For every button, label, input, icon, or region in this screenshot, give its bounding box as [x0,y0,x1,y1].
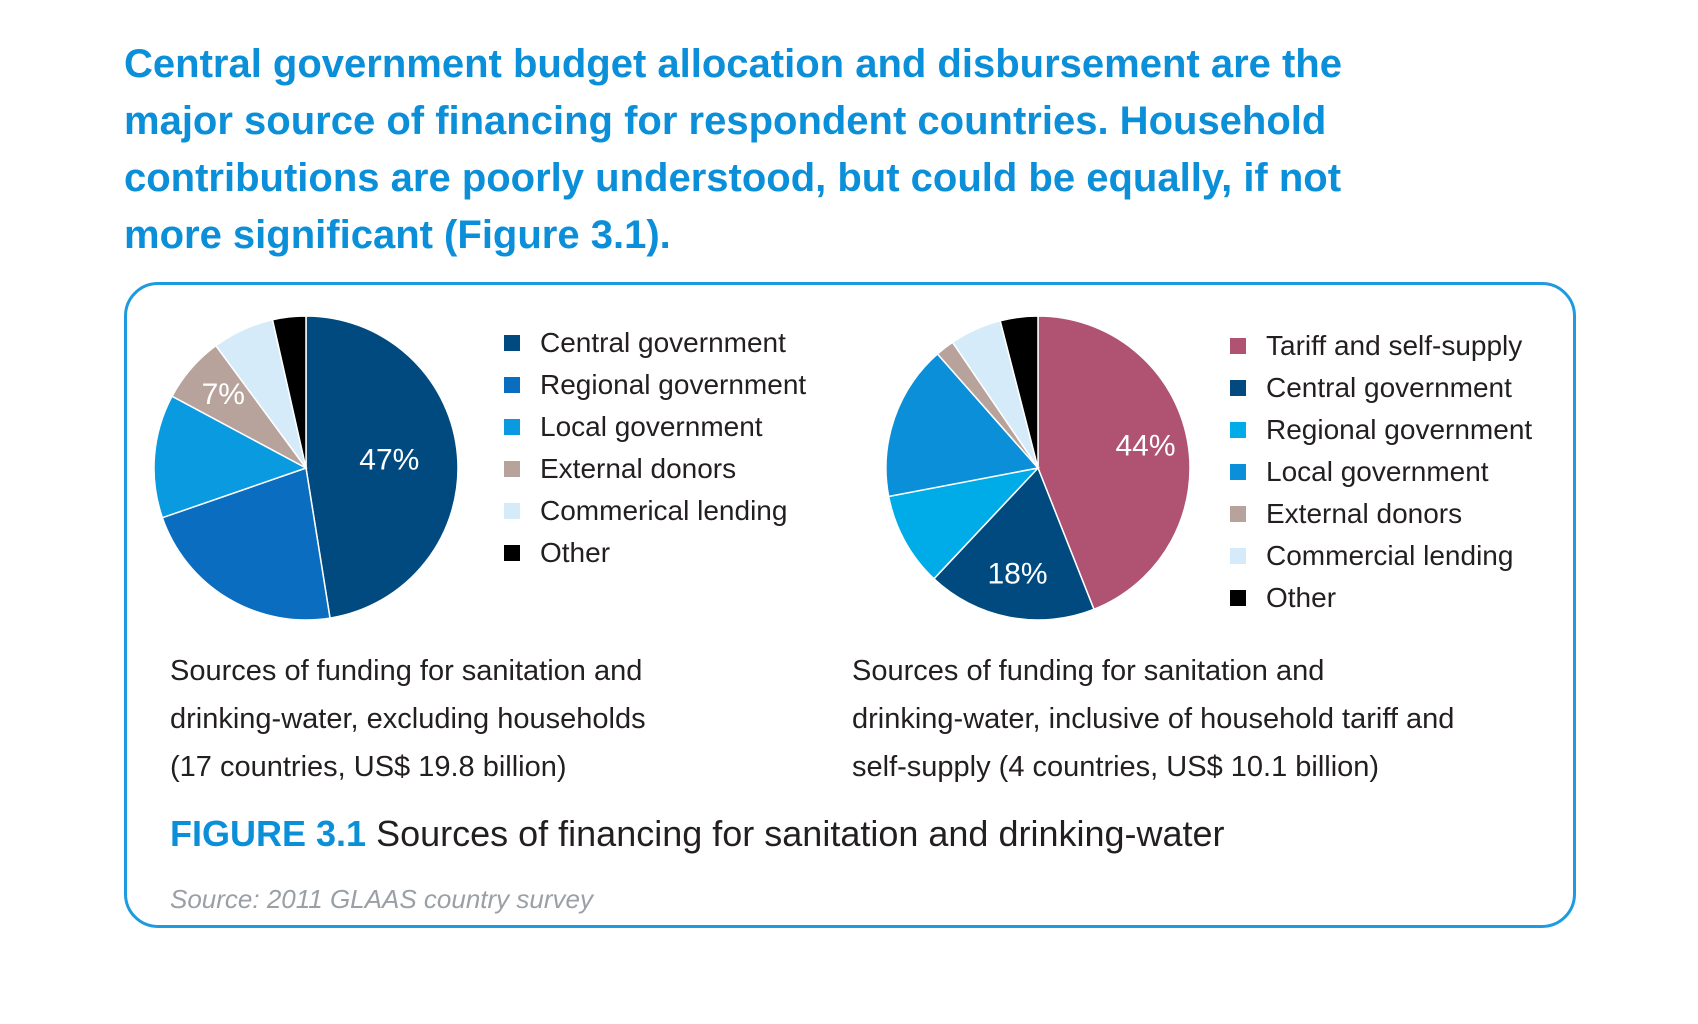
legend-label: Regional government [1266,414,1533,445]
figure-number: FIGURE 3.1 [170,813,367,854]
legend-swatch [1230,590,1246,606]
caption-line: Sources of funding for sanitation and [170,655,643,687]
legend-swatch [504,545,520,561]
chart-caption-inclusive-households: Sources of funding for sanitation and dr… [852,647,1454,791]
legend-item: Local government [1230,451,1532,493]
caption-line: self-supply (4 countries, US$ 10.1 billi… [852,751,1380,783]
legend-label: Commercial lending [1266,540,1514,571]
legend-swatch [504,503,520,519]
legend-item: External donors [1230,493,1532,535]
caption-line: Sources of funding for sanitation and [852,655,1325,687]
headline-line: major source of financing for respondent… [124,99,1327,143]
legend-label: Regional government [540,369,807,400]
pie-slice-regional-government [161,466,331,621]
pie-chart-inclusive-households: 44% 18% [885,315,1191,621]
pie-slice-other [271,315,307,469]
pie-chart-excluding-households: 47% 7% [153,315,459,621]
legend-excluding-households: Central government Regional government L… [504,322,806,574]
figure-source: Source: 2011 GLAAS country survey [170,884,593,914]
legend-label: External donors [1266,498,1463,529]
figure-title-text: Sources of financing for sanitation and … [366,813,1225,854]
legend-item: Regional government [504,364,806,406]
pie-data-label: 44% [1115,429,1175,462]
pie-slice-tariff-and-self-supply [1037,315,1191,611]
legend-label: Central government [540,327,786,358]
headline-line: more significant (Figure 3.1). [124,213,671,257]
headline-line: Central government budget allocation and… [124,42,1342,86]
legend-inclusive-households: Tariff and self-supply Central governmen… [1230,325,1532,619]
legend-item: External donors [504,448,806,490]
legend-item: Regional government [1230,409,1532,451]
caption-line: drinking-water, excluding households [170,703,646,735]
legend-item: Central government [1230,367,1532,409]
figure-panel [124,282,1576,928]
legend-item: Commercial lending [1230,535,1532,577]
legend-swatch [1230,422,1246,438]
legend-swatch [504,461,520,477]
legend-label: Other [1266,582,1337,613]
legend-swatch [504,335,520,351]
legend-label: Local government [1266,456,1489,487]
figure-title: FIGURE 3.1 Sources of financing for sani… [170,813,1225,855]
legend-label: Other [540,537,611,568]
pie-data-label: 7% [202,378,245,411]
legend-swatch [1230,338,1246,354]
legend-item: Other [1230,577,1532,619]
legend-label: Central government [1266,372,1512,403]
caption-line: drinking-water, inclusive of household t… [852,703,1455,735]
pie-slice-central-government [305,315,459,619]
headline: Central government budget allocation and… [124,36,1604,264]
pie-slice-local-government [885,352,1040,498]
legend-label: External donors [540,453,737,484]
legend-swatch [1230,548,1246,564]
pie-data-label: 18% [987,557,1047,590]
legend-item: Commerical lending [504,490,806,532]
legend-item: Other [504,532,806,574]
legend-item: Local government [504,406,806,448]
legend-swatch [1230,506,1246,522]
legend-label: Commerical lending [540,495,788,526]
chart-caption-excluding-households: Sources of funding for sanitation and dr… [170,647,646,791]
pie-slice-regional-government [887,466,1041,580]
pie-data-label: 47% [359,443,419,476]
legend-swatch [1230,464,1246,480]
legend-swatch [504,419,520,435]
headline-line: contributions are poorly understood, but… [124,156,1342,200]
legend-label: Local government [540,411,763,442]
legend-label: Tariff and self-supply [1266,330,1523,361]
legend-item: Tariff and self-supply [1230,325,1532,367]
caption-line: (17 countries, US$ 19.8 billion) [170,751,567,783]
legend-swatch [504,377,520,393]
pie-slice-local-government [153,395,308,519]
pie-slice-central-government [932,466,1095,621]
legend-item: Central government [504,322,806,364]
legend-swatch [1230,380,1246,396]
pie-slice-other [999,315,1039,469]
